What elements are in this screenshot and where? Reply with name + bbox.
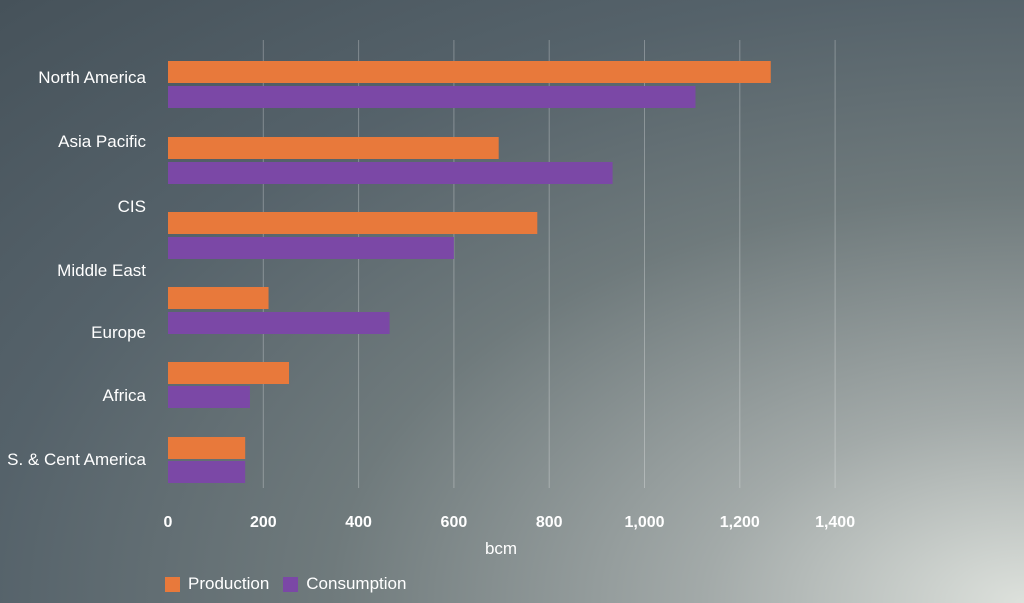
legend: Production Consumption [165,572,406,596]
legend-swatch-consumption [283,576,299,592]
bar-production-north-america [168,61,771,83]
bar-production-cis [168,212,538,234]
x-axis-ticks: 0 200 400 600 800 1,000 1,200 1,400 [164,514,856,531]
x-tick-label: 1,200 [720,514,760,531]
category-label: Europe [91,323,146,342]
category-label: Asia Pacific [58,132,146,151]
x-tick-label: 0 [164,514,173,531]
legend-label-consumption: Consumption [306,574,407,593]
bar-production-europe [168,287,269,309]
x-tick-label: 400 [345,514,372,531]
bar-consumption-s-cent-america [168,461,246,483]
category-label: CIS [118,197,146,216]
legend-swatch-production [165,576,180,592]
bar-consumption-europe [168,312,390,334]
bars [168,61,771,483]
category-labels: North America Asia Pacific CIS Middle East E… [7,68,146,469]
bar-consumption-cis [168,237,454,259]
x-tick-label: 1,000 [624,514,664,531]
legend-label-production: Production [188,574,270,593]
category-label: S. & Cent America [7,450,146,469]
bar-production-africa [168,362,290,384]
x-tick-label: 600 [441,514,468,531]
x-tick-label: 200 [250,514,277,531]
chart-canvas: North America Asia Pacific CIS Middle East E… [7,40,856,558]
x-tick-label: 1,400 [815,514,855,531]
bar-production-s-cent-america [168,437,246,459]
bar-consumption-north-america [168,86,696,108]
x-axis-title: bcm [485,539,517,558]
gridlines [262,40,836,488]
legend-item-production: Production [165,572,269,596]
category-label: North America [38,68,146,87]
x-tick-label: 800 [536,514,563,531]
bar-consumption-africa [168,386,250,408]
category-label: Africa [103,386,147,405]
bar-production-asia-pacific [168,137,499,159]
bar-consumption-asia-pacific [168,162,613,184]
legend-item-consumption: Consumption [283,572,406,596]
category-label: Middle East [57,261,146,280]
